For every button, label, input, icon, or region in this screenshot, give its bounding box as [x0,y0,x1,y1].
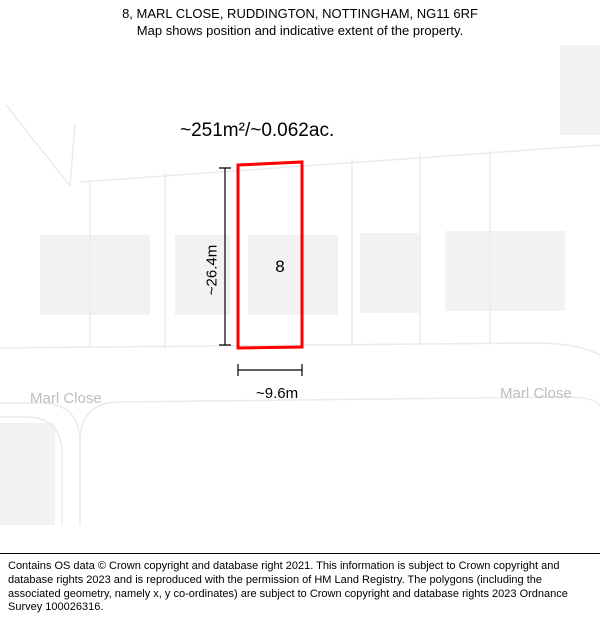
dimension-width-label: ~9.6m [256,385,298,402]
map-svg [0,45,600,525]
area-label: ~251m²/~0.062ac. [180,120,334,142]
road-label: Marl Close [500,385,572,402]
plot-number-label: 8 [275,257,284,277]
dimension-height-label: ~26.4m [204,245,221,295]
footer-text: Contains OS data © Crown copyright and d… [8,560,568,613]
map: ~251m²/~0.062ac. ~26.4m ~9.6m 8 Marl Clo… [0,45,600,525]
header: 8, MARL CLOSE, RUDDINGTON, NOTTINGHAM, N… [0,0,600,42]
header-subtitle: Map shows position and indicative extent… [10,23,590,40]
road-label: Marl Close [30,390,102,407]
footer: Contains OS data © Crown copyright and d… [0,553,600,625]
header-address: 8, MARL CLOSE, RUDDINGTON, NOTTINGHAM, N… [10,6,590,23]
